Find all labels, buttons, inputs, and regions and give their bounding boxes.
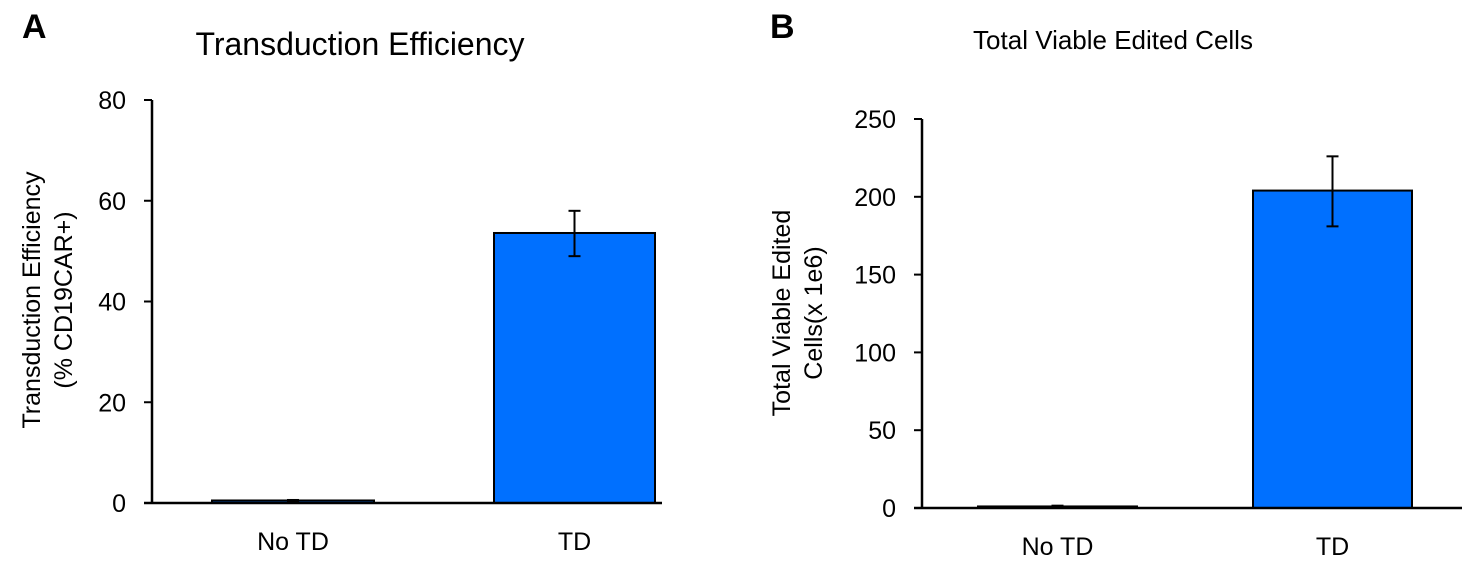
chart-title-b: Total Viable Edited Cells <box>973 25 1253 55</box>
x-tick-label: No TD <box>257 528 329 556</box>
x-tick-label: TD <box>1316 533 1349 561</box>
bar-td <box>1252 189 1413 510</box>
chart-title-a: Transduction Efficiency <box>195 26 524 62</box>
y-tick-label: 0 <box>112 490 126 518</box>
panel-label-a: A <box>22 8 47 46</box>
y-tick-label: 0 <box>882 495 896 523</box>
y-tick-label: 50 <box>868 417 896 445</box>
y-tick-label: 200 <box>854 184 896 212</box>
y-axis-label-b-line2: Cells(x 1e6) <box>800 246 828 379</box>
panel-a: A Transduction Efficiency Transduction E… <box>18 8 662 556</box>
bar-td <box>493 231 656 505</box>
y-tick-label: 250 <box>854 106 896 134</box>
y-axis-label-a-line2: (% CD19CAR+) <box>50 211 78 388</box>
y-tick-label: 20 <box>98 389 126 417</box>
y-axis-label-a-line1: Transduction Efficiency <box>18 171 46 429</box>
y-tick-label: 40 <box>98 289 126 317</box>
y-tick-label: 60 <box>98 188 126 216</box>
y-tick-label: 100 <box>854 339 896 367</box>
y-tick-label: 150 <box>854 262 896 290</box>
y-tick-label: 80 <box>98 87 126 115</box>
panel-b: B Total Viable Edited Cells Total Viable… <box>768 8 1462 561</box>
x-tick-label: No TD <box>1022 533 1094 561</box>
panel-label-b: B <box>770 8 795 46</box>
x-tick-label: TD <box>558 528 591 556</box>
y-axis-label-b-line1: Total Viable Edited <box>768 210 796 417</box>
